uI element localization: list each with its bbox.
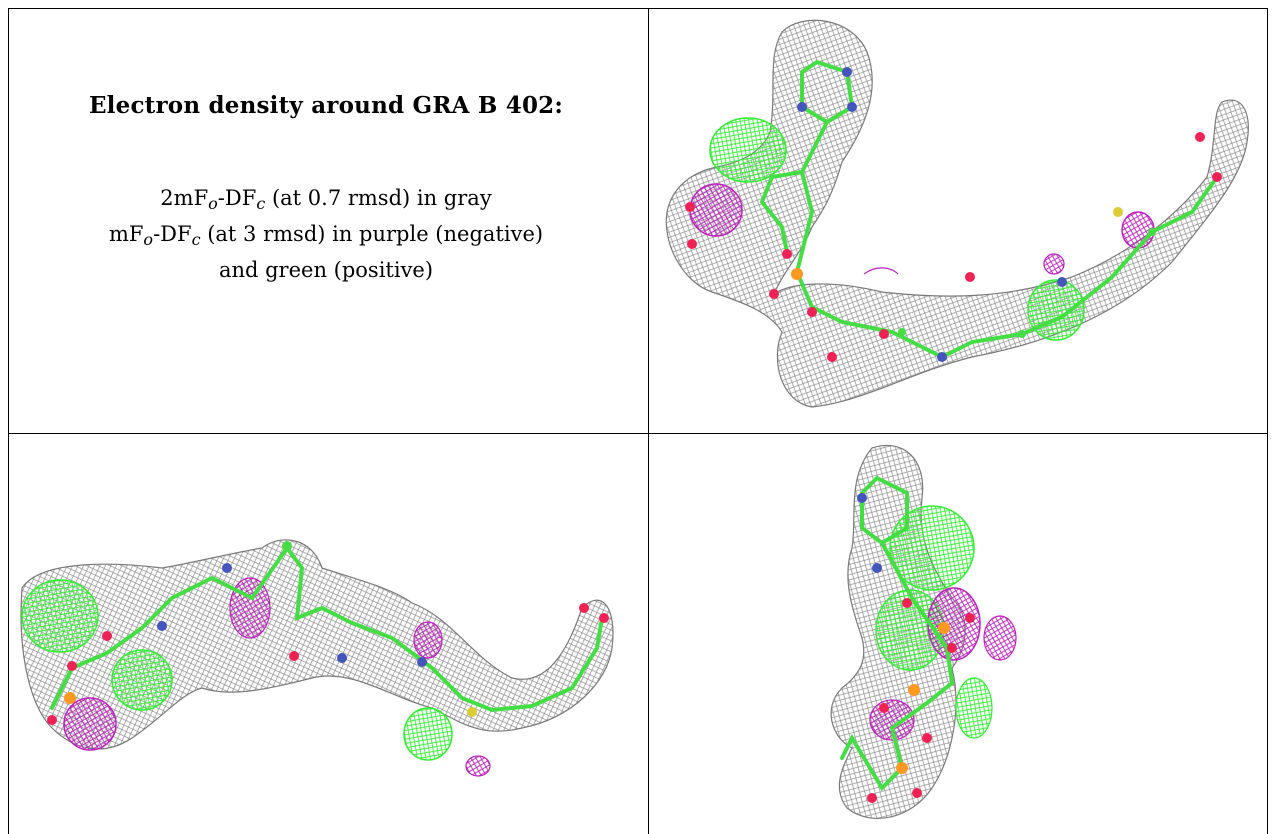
view-bottom-left — [12, 438, 644, 832]
line2-pre: mF — [108, 222, 144, 246]
molecule-atoms — [47, 541, 609, 725]
table-border-top — [8, 8, 1268, 9]
positive-density — [875, 505, 993, 739]
table-border-right — [1267, 8, 1268, 834]
table-divider-horizontal — [8, 433, 1268, 434]
line1-post: (at 0.7 rmsd) in gray — [265, 186, 492, 210]
table-border-left — [8, 8, 9, 834]
line1-sub-o: o — [208, 194, 218, 213]
table-divider-vertical — [648, 8, 649, 834]
line2-mid: -DF — [153, 222, 192, 246]
caption-line-1: 2mFo-DFc (at 0.7 rmsd) in gray — [8, 183, 644, 219]
molecule-bonds — [50, 544, 604, 713]
view-top-right — [652, 12, 1264, 430]
caption-line-3: and green (positive) — [218, 258, 434, 282]
caption-cell: Electron density around GRA B 402: 2mFo-… — [8, 92, 644, 286]
positive-density — [21, 579, 453, 761]
line2-sub-c: c — [191, 230, 201, 249]
negative-density — [689, 183, 1155, 275]
view-bottom-right — [652, 438, 1264, 832]
line1-mid: -DF — [217, 186, 257, 210]
density-image-top-right — [665, 19, 1249, 408]
molecule-atoms — [685, 67, 1222, 362]
line2-post: (at 3 rmsd) in purple (negative) — [200, 222, 544, 246]
line2-sub-o: o — [143, 230, 154, 249]
density-image-bottom-right — [830, 444, 1017, 819]
caption-title: Electron density around GRA B 402: — [88, 92, 564, 119]
molecule-atoms — [857, 493, 975, 803]
caption-description: 2mFo-DFc (at 0.7 rmsd) in gray mFo-DFc (… — [8, 183, 644, 286]
density-image-bottom-left — [20, 539, 614, 777]
caption-line-2: mFo-DFc (at 3 rmsd) in purple (negative) — [8, 219, 644, 255]
line1-pre: 2mF — [160, 186, 209, 210]
line1-sub-c: c — [256, 194, 266, 213]
gray-mesh — [20, 539, 614, 750]
negative-density — [63, 577, 491, 777]
